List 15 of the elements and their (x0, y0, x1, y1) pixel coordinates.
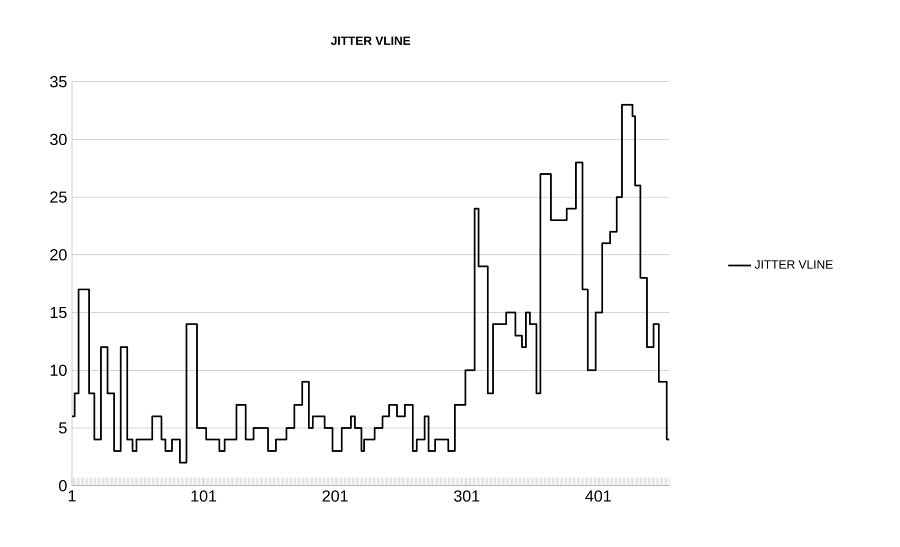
x-tick-label: 201 (322, 490, 348, 502)
y-tick-label: 10 (50, 364, 67, 376)
y-tick-label: 30 (50, 134, 67, 146)
y-tick-label: 20 (50, 249, 67, 260)
y-tick-label: 15 (50, 306, 67, 318)
legend-label: JITTER VLINE (754, 260, 833, 269)
y-tick-label: 35 (50, 76, 67, 88)
y-tick-label: 0 (59, 480, 67, 492)
x-tick-label: 401 (585, 490, 611, 502)
x-tick-label: 101 (191, 490, 216, 502)
chart-title: JITTER VLINE (330, 36, 410, 45)
x-tick-label: 1 (68, 490, 76, 502)
y-tick-label: 5 (59, 422, 67, 434)
y-tick-label: 25 (50, 191, 67, 203)
x-tick-label: 301 (454, 490, 480, 502)
